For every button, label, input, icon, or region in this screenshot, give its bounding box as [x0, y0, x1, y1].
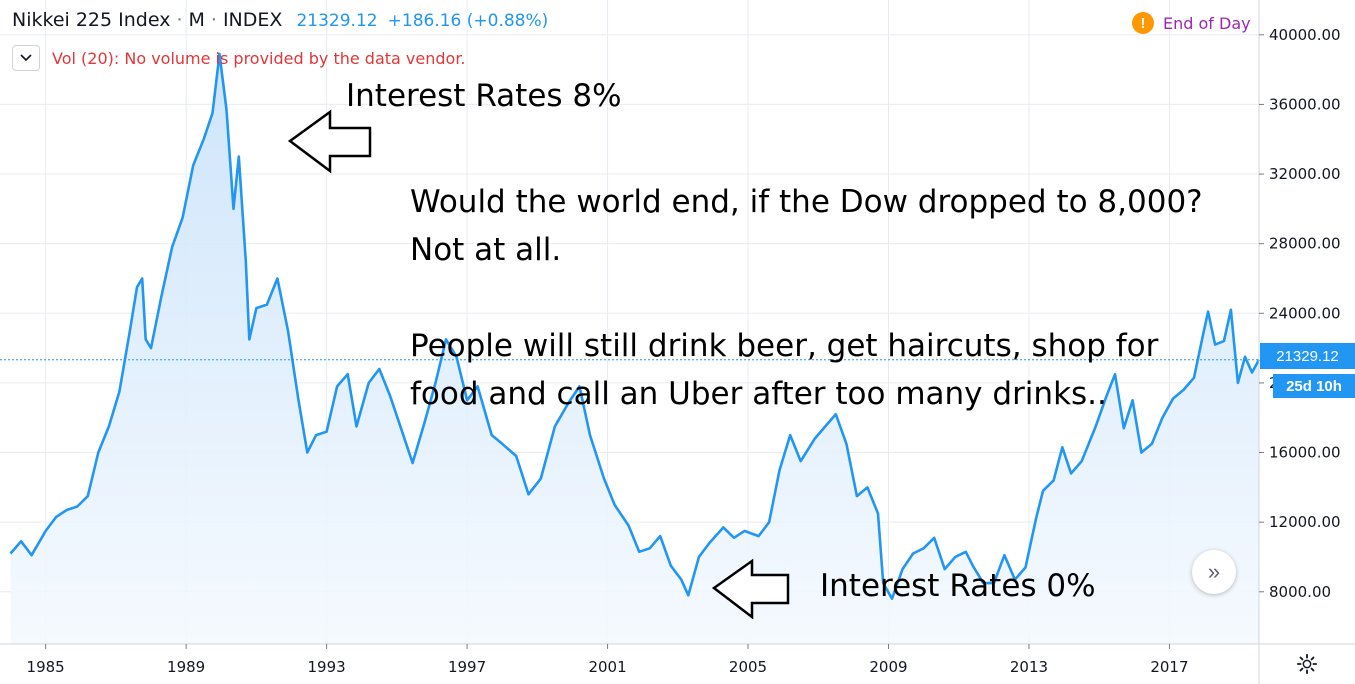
y-tick-label: 24000.00: [1269, 304, 1341, 322]
price-line: [9, 52, 1261, 601]
y-tick-label: 32000.00: [1269, 165, 1341, 183]
price-area: [10, 54, 1259, 644]
x-tick-label: 2013: [1010, 658, 1048, 676]
y-tick-label: 16000.00: [1269, 444, 1341, 462]
double-chevron-right-icon: »: [1207, 559, 1221, 584]
x-tick-label: 1989: [167, 658, 205, 676]
chart-settings-button[interactable]: [1294, 651, 1320, 677]
price-axis[interactable]: 8000.0012000.0016000.0020000.0024000.002…: [1259, 26, 1341, 601]
last-price-tag: 21329.12: [1260, 343, 1355, 369]
x-tick-label: 2005: [729, 658, 767, 676]
x-tick-label: 1985: [27, 658, 65, 676]
interval[interactable]: M: [188, 9, 205, 31]
chart-legend-header[interactable]: Nikkei 225 Index · M · INDEX 21329.12 +186.1…: [12, 9, 548, 31]
collapse-toggle-button[interactable]: [12, 45, 40, 71]
separator-dot: ·: [176, 9, 183, 31]
end-of-day-label: End of Day: [1163, 13, 1251, 33]
end-of-day-badge[interactable]: ! End of Day: [1132, 12, 1251, 34]
price-change: +186.16 (+0.88%): [387, 11, 549, 31]
symbol-name[interactable]: Nikkei 225 Index: [12, 9, 171, 31]
left-arrow-bottom-icon: [711, 558, 790, 620]
y-tick-label: 40000.00: [1269, 26, 1341, 44]
last-price: 21329.12: [296, 11, 378, 31]
exchange: INDEX: [222, 9, 283, 31]
x-tick-label: 1993: [308, 658, 346, 676]
y-tick-label: 28000.00: [1269, 235, 1341, 253]
x-tick-label: 2017: [1150, 658, 1188, 676]
time-axis[interactable]: 1985 1989 1993 1997 2001 2005 2009 2013 2017: [27, 644, 1189, 676]
annotation-main-text: Would the world end, if the Dow dropped …: [410, 184, 1203, 412]
volume-indicator-row: Vol (20): No volume is provided by the d…: [12, 45, 466, 71]
y-tick-label: 12000.00: [1269, 513, 1341, 531]
x-tick-label: 2001: [588, 658, 626, 676]
countdown-tag: 25d 10h: [1273, 374, 1355, 398]
volume-message: Vol (20): No volume is provided by the d…: [52, 48, 466, 68]
gear-icon: [1296, 653, 1318, 675]
x-tick-label: 2009: [869, 658, 907, 676]
annotation-interest-rates-0: Interest Rates 0%: [820, 568, 1096, 604]
warning-icon: !: [1132, 12, 1154, 34]
y-tick-label: 36000.00: [1269, 95, 1341, 113]
left-arrow-top-icon: [287, 109, 372, 174]
x-tick-label: 1997: [448, 658, 486, 676]
chevron-down-icon: [20, 54, 32, 62]
scroll-to-realtime-button[interactable]: »: [1192, 550, 1236, 594]
annotation-interest-rates-8: Interest Rates 8%: [346, 78, 622, 114]
y-tick-label: 8000.00: [1269, 583, 1331, 601]
separator-dot: ·: [210, 9, 217, 31]
